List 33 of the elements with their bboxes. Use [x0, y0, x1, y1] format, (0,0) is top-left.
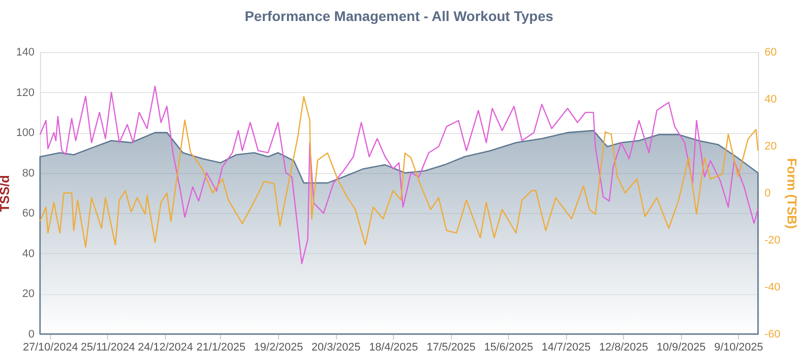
y-tick-label: 0: [28, 328, 34, 340]
y2-tick-label: -60: [764, 328, 780, 340]
y2-tick-label: 20: [764, 140, 777, 152]
x-tick-label: 24/12/2024: [138, 342, 193, 354]
x-tick-label: 12/8/2025: [599, 342, 648, 354]
y-axis-title: TSS/d: [0, 175, 12, 212]
y-tick-label: 60: [22, 208, 34, 220]
y2-axis-title: Form (TSB): [784, 158, 800, 229]
x-tick-label: 17/5/2025: [426, 342, 476, 354]
x-tick-label: 19/2/2025: [254, 342, 303, 354]
x-tick-label: 9/10/2025: [714, 342, 764, 354]
y-tick-label: 100: [16, 127, 34, 140]
x-tick-label: 10/9/2025: [656, 342, 706, 354]
line-series: [39, 86, 759, 264]
y-tick-label: 20: [22, 288, 34, 300]
x-tick-label: 14/7/2025: [542, 342, 591, 354]
y2-tick-label: 0: [764, 188, 771, 200]
y-tick-label: 80: [22, 167, 34, 180]
y2-tick-label: -40: [764, 282, 780, 294]
y-tick-label: 40: [22, 248, 34, 260]
x-tick-label: 20/3/2025: [312, 342, 360, 354]
line-series: [39, 96, 759, 248]
x-tick-label: 27/10/2024: [22, 342, 78, 354]
x-tick-label: 18/4/2025: [369, 342, 418, 354]
y2-tick-label: 60: [764, 46, 777, 58]
x-tick-label: 15/6/2025: [484, 342, 534, 354]
y2-tick-label: -20: [764, 234, 780, 246]
x-tick-label: 25/11/2024: [80, 342, 136, 354]
y2-tick-label: 40: [764, 94, 777, 106]
chart-title: Performance Management - All Workout Types: [244, 8, 554, 24]
y-tick-label: 120: [16, 86, 34, 99]
x-tick-label: 21/1/2025: [196, 342, 246, 354]
y-tick-label: 140: [16, 46, 34, 58]
